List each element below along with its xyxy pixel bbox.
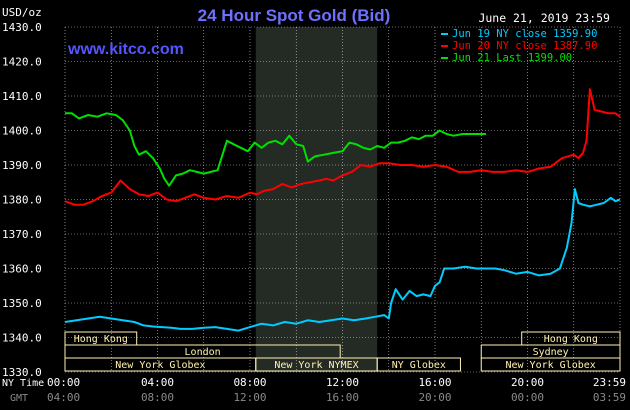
- series-line: [65, 112, 486, 187]
- x-tick-label-gmt: 04:00: [47, 391, 80, 404]
- y-axis-unit-label: USD/oz: [2, 6, 42, 19]
- session-label: New York NYMEX: [274, 360, 358, 371]
- y-tick-label: 1330.0: [2, 366, 42, 379]
- series-line: [64, 88, 621, 206]
- session-label: NY Globex: [392, 360, 446, 371]
- x-tick-label-gmt: 00:00: [511, 391, 544, 404]
- x-tick-label-gmt: 12:00: [233, 391, 266, 404]
- chart-title: 24 Hour Spot Gold (Bid): [198, 6, 391, 25]
- legend-entry: Jun 19 NY close 1359.90: [452, 28, 597, 40]
- y-tick-label: 1390.0: [2, 159, 42, 172]
- x-tick-label-ny: 04:00: [141, 376, 174, 389]
- x-tick-label-ny: 00:00: [47, 376, 80, 389]
- x-tick-label-ny: 20:00: [511, 376, 544, 389]
- y-tick-label: 1430.0: [2, 21, 42, 34]
- x-row-label-gmt: GMT: [10, 393, 28, 404]
- session-box: [480, 357, 621, 372]
- x-tick-label-gmt: 08:00: [141, 391, 174, 404]
- y-tick-label: 1410.0: [2, 90, 42, 103]
- y-tick-label: 1380.0: [2, 194, 42, 207]
- legend-entry: Jun 21 Last 1399.00: [452, 52, 572, 64]
- session-label: Hong Kong: [74, 334, 128, 345]
- series-line: [64, 188, 621, 332]
- x-row-label-ny: NY Time: [2, 378, 44, 389]
- x-tick-label-ny: 08:00: [233, 376, 266, 389]
- session-label: New York Globex: [115, 360, 205, 371]
- session-label: Hong Kong: [544, 334, 598, 345]
- y-tick-label: 1340.0: [2, 332, 42, 345]
- session-label: London: [185, 347, 221, 358]
- chart-timestamp: June 21, 2019 23:59: [478, 11, 610, 25]
- y-tick-label: 1400.0: [2, 125, 42, 138]
- y-tick-label: 1370.0: [2, 228, 42, 241]
- x-tick-label-ny: 12:00: [326, 376, 359, 389]
- legend-entry: Jun 20 NY close 1387.90: [452, 40, 597, 52]
- session-label: Sydney: [533, 347, 569, 358]
- kitco-watermark: www.kitco.com: [67, 41, 184, 58]
- x-tick-label-gmt: 03:59: [593, 391, 626, 404]
- y-tick-label: 1350.0: [2, 297, 42, 310]
- session-label: New York Globex: [505, 360, 595, 371]
- x-tick-label-ny: 23:59: [593, 376, 626, 389]
- y-tick-label: 1360.0: [2, 263, 42, 276]
- x-tick-label-ny: 16:00: [418, 376, 451, 389]
- x-tick-label-gmt: 20:00: [418, 391, 451, 404]
- x-tick-label-gmt: 16:00: [326, 391, 359, 404]
- y-tick-label: 1420.0: [2, 56, 42, 69]
- session-box: [376, 357, 461, 372]
